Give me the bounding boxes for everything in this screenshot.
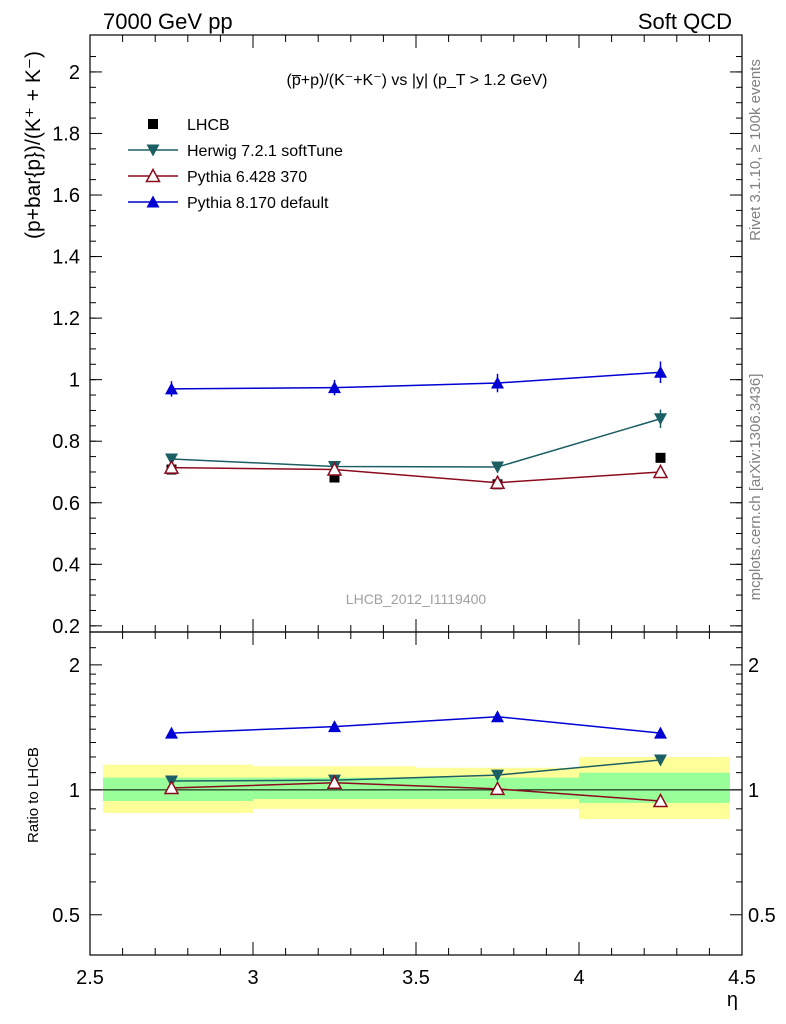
ratio-y-tick-label-right: 1 — [748, 780, 759, 802]
legend-label-lhcb: LHCB — [187, 117, 230, 134]
ratio-band-inner — [103, 777, 253, 801]
ratio-point-pythia8 — [491, 710, 504, 723]
ratio-point-herwig — [654, 754, 667, 767]
ratio-point-pythia6 — [489, 780, 506, 796]
ratio-line-pythia8 — [171, 715, 661, 734]
main-point-herwig — [165, 453, 178, 466]
main-point-lhcb — [329, 472, 340, 483]
legend-label-pythia8: Pythia 8.170 default — [187, 195, 329, 212]
ratio-y-axis-label: Ratio to LHCB — [25, 747, 42, 843]
legend-marker-herwig — [146, 144, 160, 157]
main-point-herwig — [491, 461, 504, 474]
header-category-label: Soft QCD — [638, 9, 732, 34]
x-tick-label: 3 — [247, 967, 258, 989]
ratio-point-pythia6 — [163, 779, 180, 795]
main-y-axis-label: (p+bar{p})/(K⁺ + K⁻) — [22, 51, 45, 239]
ratio-line-pythia6 — [171, 781, 661, 802]
ratio-y-tick-label: 2 — [69, 655, 80, 677]
main-y-tick-label: 0.8 — [52, 431, 80, 453]
main-y-tick-label: 0.6 — [52, 493, 80, 515]
main-y-tick-label: 0.4 — [52, 554, 80, 576]
main-point-lhcb — [655, 452, 666, 463]
x-tick-label: 3.5 — [402, 967, 430, 989]
legend-marker-pythia6 — [145, 167, 161, 183]
ratio-point-herwig — [491, 769, 504, 782]
ratio-point-pythia6 — [652, 792, 669, 808]
ratio-y-tick-label: 1 — [69, 780, 80, 802]
ratio-y-tick-label-right: 2 — [748, 655, 759, 677]
main-point-pythia6 — [326, 461, 343, 476]
ratio-y-tick-label-right: 0.5 — [748, 905, 776, 927]
x-axis-label: η — [727, 989, 738, 1011]
main-point-pythia6 — [163, 459, 180, 474]
main-point-pythia8 — [328, 381, 341, 394]
ratio-point-pythia6 — [326, 774, 343, 790]
ratio-band-inner — [579, 772, 730, 803]
main-plot-title: (p̅+p)/(K⁻+K⁻) vs |y| (p_T > 1.2 GeV) — [287, 72, 548, 89]
main-line-herwig — [171, 418, 661, 468]
main-y-tick-label: 1 — [69, 370, 80, 392]
main-line-pythia6 — [171, 466, 661, 484]
ratio-y-tick-label: 0.5 — [52, 905, 80, 927]
main-point-pythia8 — [654, 365, 667, 378]
main-point-herwig — [654, 413, 667, 426]
ratio-point-pythia8 — [328, 720, 341, 733]
rivet-version-label: Rivet 3.1.10, ≥ 100k events — [747, 59, 764, 241]
legend-label-herwig: Herwig 7.2.1 softTune — [187, 143, 343, 160]
header-energy-label: 7000 GeV pp — [103, 9, 233, 34]
main-line-pythia8 — [171, 371, 661, 390]
main-point-pythia8 — [165, 382, 178, 395]
legend-marker-pythia8 — [146, 195, 160, 208]
main-point-pythia6 — [652, 463, 669, 479]
x-tick-label: 2.5 — [76, 967, 104, 989]
mcplots-label: mcplots.cern.ch [arXiv:1306.3436] — [747, 374, 764, 601]
ratio-point-pythia8 — [165, 726, 178, 739]
main-y-tick-label: 1.6 — [52, 185, 80, 207]
ratio-line-herwig — [171, 759, 661, 782]
main-point-pythia8 — [491, 376, 504, 389]
analysis-watermark: LHCB_2012_I1119400 — [346, 591, 487, 607]
x-tick-label: 4 — [573, 967, 584, 989]
main-y-tick-label: 1.2 — [52, 308, 80, 330]
main-point-pythia6 — [489, 474, 506, 489]
legend-label-pythia6: Pythia 6.428 370 — [187, 169, 307, 186]
main-y-tick-label: 1.4 — [52, 247, 80, 269]
main-y-tick-label: 2 — [69, 62, 80, 84]
main-y-tick-label: 1.8 — [52, 123, 80, 145]
legend-marker-lhcb — [148, 119, 158, 129]
main-y-tick-label: 0.2 — [52, 616, 80, 638]
ratio-point-pythia8 — [654, 726, 667, 739]
x-tick-label: 4.5 — [728, 967, 756, 989]
